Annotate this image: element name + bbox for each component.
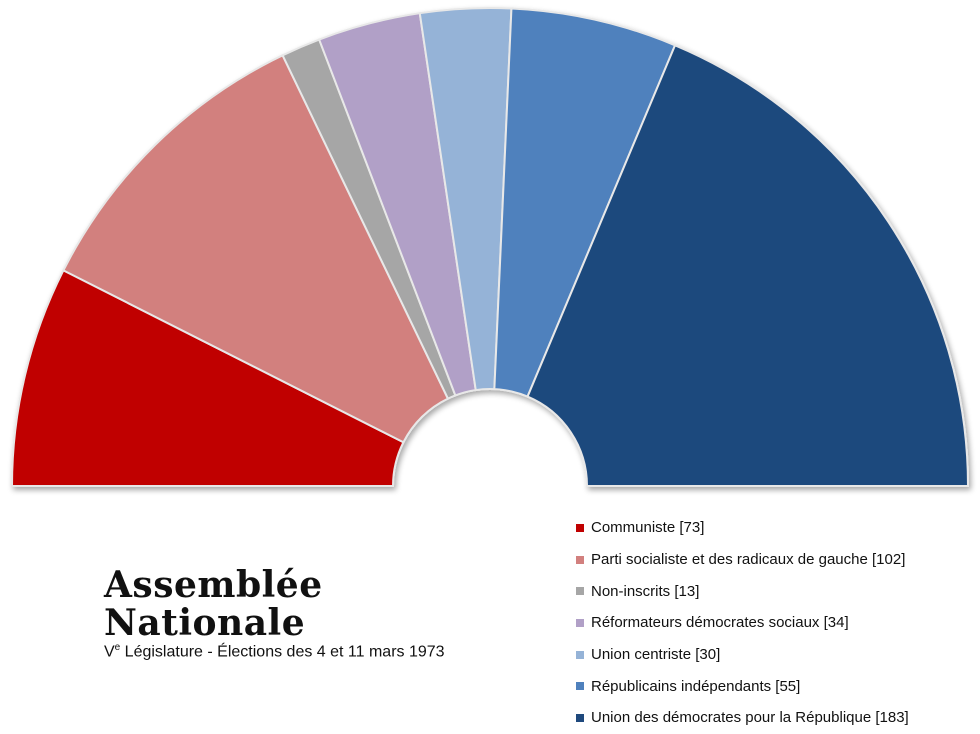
legend-swatch [576,587,584,596]
subtitle-text: Législature - Élections des 4 et 11 mars… [120,643,445,661]
legend-swatch [576,618,584,627]
legend-label: Union centriste [30] [591,646,721,664]
chart-legend: Communiste [73] Parti socialiste et des … [576,512,909,734]
legend-item-parti-socialiste: Parti socialiste et des radicaux de gauc… [576,544,909,576]
slice-communiste [10,269,405,487]
subtitle-superscript: e [114,642,121,653]
legend-swatch [576,650,584,659]
chart-subtitle: Ve Législature - Élections des 4 et 11 m… [104,639,524,661]
legend-item-non-inscrits: Non-inscrits [13] [576,575,909,607]
legend-label: Communiste [73] [591,519,705,537]
legend-label: Non-inscrits [13] [591,582,700,600]
legend-label: Union des démocrates pour la République … [591,709,909,727]
chart-title: Assemblée Nationale [104,564,323,644]
subtitle-numeral: V [104,643,115,661]
legend-label: Parti socialiste et des radicaux de gauc… [591,551,906,569]
legend-swatch [576,713,584,722]
chart-title-block: Assemblée Nationale Ve Législature - Éle… [104,566,524,661]
legend-item-communiste: Communiste [73] [576,512,909,544]
slice-r-publicains-ind-pendants [493,7,677,398]
legend-item-reformateurs: Réformateurs démocrates sociaux [34] [576,607,909,639]
legend-swatch [576,555,584,564]
legend-label: Républicains indépendants [55] [591,677,801,695]
legend-label: Réformateurs démocrates sociaux [34] [591,614,849,632]
legend-swatch [576,523,584,532]
legend-item-republicains-independants: Républicains indépendants [55] [576,670,909,702]
slice-parti-socialiste-et-des-radicaux-de-gauche [62,54,450,444]
slice-union-des-d-mocrates-pour-la-r-publique [526,43,970,487]
legend-swatch [576,682,584,691]
hemicycle-chart [10,7,970,487]
legend-item-udr: Union des démocrates pour la République … [576,702,909,734]
legend-item-union-centriste: Union centriste [30] [576,639,909,671]
